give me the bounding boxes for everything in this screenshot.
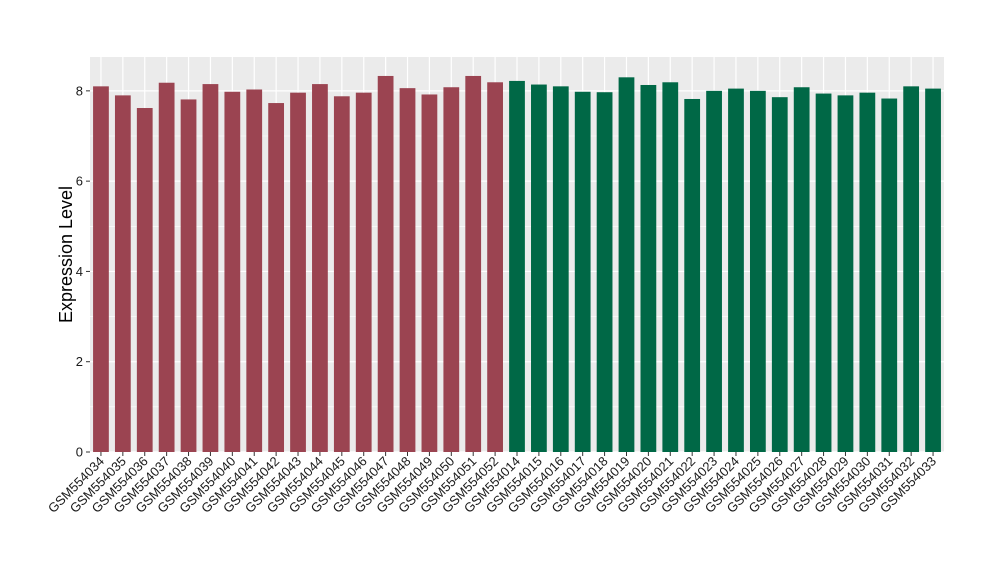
bar-GSM554044 [312, 84, 328, 452]
x-axis: GSM554034GSM554035GSM554036GSM554037GSM5… [45, 452, 939, 516]
y-tick-label: 6 [76, 174, 83, 189]
bar-GSM554017 [574, 91, 591, 452]
bar-GSM554043 [290, 92, 306, 453]
bar-GSM554033 [925, 88, 941, 452]
bar-GSM554050 [443, 87, 460, 452]
bar-GSM554045 [333, 96, 350, 452]
bar-GSM554028 [815, 93, 832, 453]
bar-GSM554049 [421, 94, 438, 453]
y-tick-label: 8 [76, 83, 83, 98]
bar-GSM554015 [531, 84, 547, 452]
y-tick-label: 0 [76, 445, 83, 460]
bar-GSM554048 [399, 88, 416, 453]
bar-GSM554016 [552, 86, 569, 452]
bar-GSM554039 [202, 84, 219, 452]
y-tick-label: 4 [76, 264, 83, 279]
bar-GSM554040 [224, 91, 241, 452]
bar-GSM554041 [246, 89, 263, 452]
bar-GSM554022 [684, 98, 701, 453]
y-axis-title: Expression Level [56, 186, 76, 323]
bar-GSM554029 [837, 95, 854, 452]
bar-GSM554037 [158, 82, 175, 452]
bar-GSM554047 [377, 75, 394, 453]
bar-GSM554051 [465, 75, 482, 453]
bar-GSM554046 [355, 92, 372, 453]
bar-GSM554024 [728, 88, 744, 452]
bar-GSM554019 [618, 77, 635, 453]
bar-GSM554023 [706, 90, 722, 452]
bar-GSM554026 [771, 97, 788, 453]
y-tick-label: 2 [76, 354, 83, 369]
bar-GSM554020 [640, 84, 657, 452]
bar-GSM554036 [136, 108, 153, 453]
bar-GSM554014 [509, 80, 525, 452]
bar-GSM554030 [859, 92, 876, 453]
bar-GSM554031 [881, 98, 898, 452]
y-axis: 0 2 4 6 8 [76, 83, 90, 460]
bar-GSM554018 [596, 92, 613, 452]
bar-GSM554025 [749, 90, 766, 452]
bar-GSM554034 [93, 86, 109, 452]
bars [93, 75, 941, 453]
bar-GSM554032 [903, 86, 920, 452]
bar-GSM554021 [662, 82, 679, 452]
bar-GSM554035 [114, 95, 131, 452]
bar-GSM554027 [793, 87, 810, 452]
bar-GSM554052 [487, 82, 503, 452]
bar-GSM554042 [268, 103, 285, 452]
bar-GSM554038 [180, 99, 197, 452]
